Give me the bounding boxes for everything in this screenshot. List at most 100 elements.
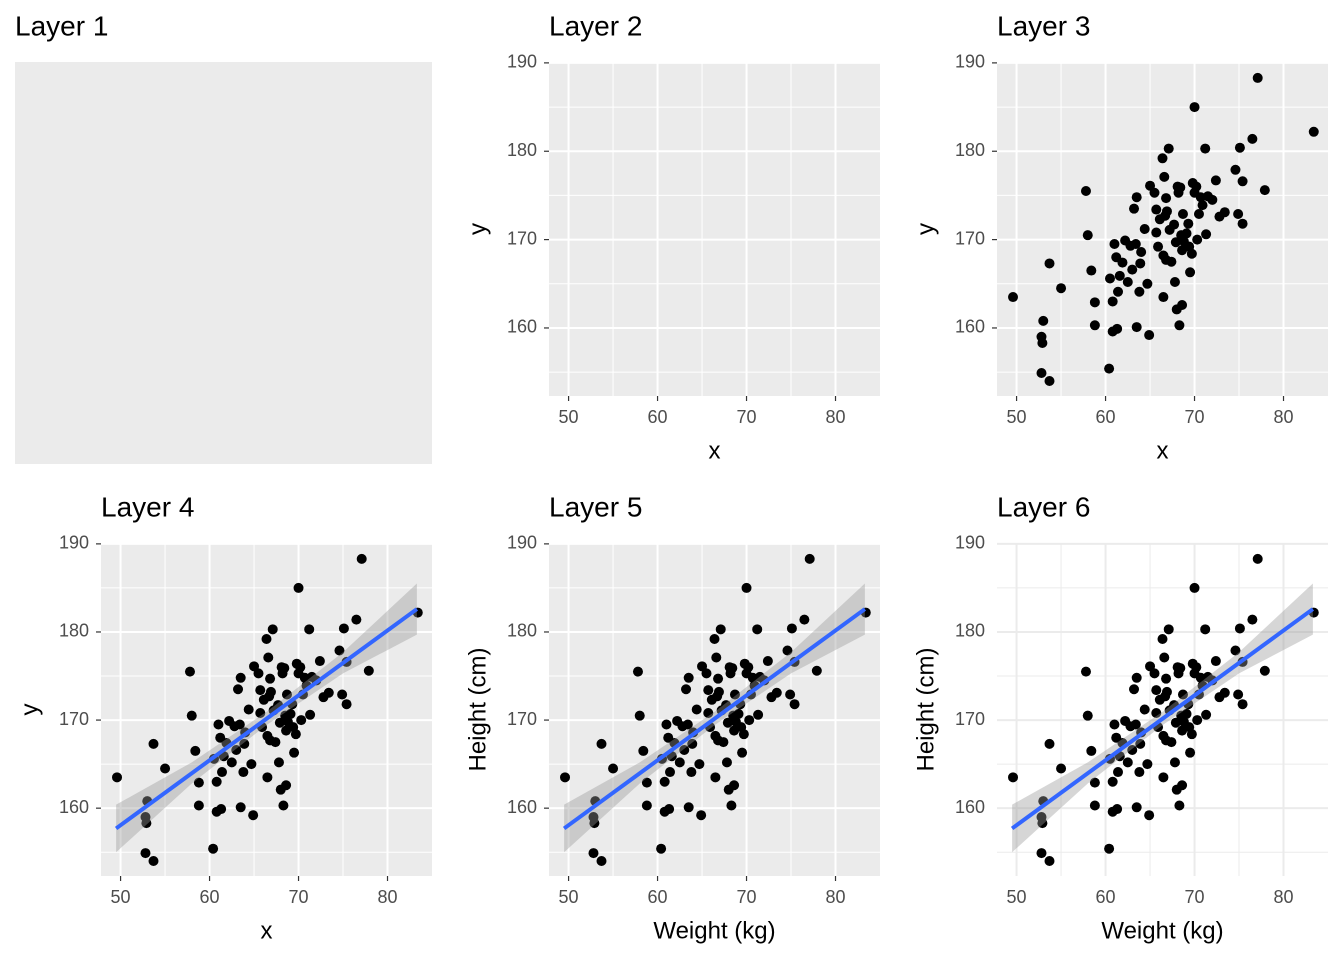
point <box>1233 208 1244 219</box>
point <box>762 656 773 667</box>
point <box>1127 745 1138 756</box>
point <box>588 848 599 859</box>
point <box>1158 772 1169 783</box>
point <box>1158 292 1169 303</box>
point <box>696 810 707 821</box>
point <box>1247 614 1258 625</box>
point <box>1170 237 1181 248</box>
point <box>263 652 274 663</box>
point <box>608 763 619 774</box>
y-tick-label: 170 <box>59 709 89 729</box>
point <box>596 738 607 749</box>
panel-group: Layer 5 50 60 70 80 160 170 180 190 Weight (kg) He… <box>464 491 880 944</box>
point <box>687 738 698 749</box>
fit-line <box>114 607 419 831</box>
point <box>589 818 600 829</box>
point <box>285 708 296 719</box>
point <box>1056 283 1067 294</box>
point <box>226 757 237 768</box>
x-tick-label: 50 <box>559 407 579 427</box>
y-tick-label: 170 <box>955 228 985 248</box>
point <box>1159 171 1170 182</box>
point <box>1135 258 1146 269</box>
point <box>715 624 726 635</box>
point <box>1161 193 1172 204</box>
point <box>1131 322 1142 333</box>
point <box>1131 802 1142 813</box>
x-tick-label: 80 <box>1273 887 1293 907</box>
panel-group: Layer 4 50 60 70 80 160 170 180 190 x y <box>16 491 432 944</box>
point <box>785 689 796 700</box>
point <box>1210 656 1221 667</box>
y-tick-label: 170 <box>507 709 537 729</box>
x-tick-label: 50 <box>1007 887 1027 907</box>
y-axis-title: Height (cm) <box>464 647 491 771</box>
point <box>1174 800 1185 811</box>
point <box>261 634 272 645</box>
point <box>681 684 692 695</box>
point <box>722 717 733 728</box>
point <box>1113 767 1124 778</box>
point <box>1157 634 1168 645</box>
point <box>1191 662 1202 673</box>
point <box>1234 142 1245 153</box>
point <box>1037 337 1048 348</box>
panel-background <box>997 62 1328 396</box>
point <box>694 759 705 770</box>
point <box>1230 645 1241 656</box>
point <box>255 708 266 719</box>
panel-group: Layer 1 <box>15 10 432 464</box>
point <box>1233 689 1244 700</box>
point <box>1114 270 1125 281</box>
point <box>1237 218 1248 229</box>
point <box>789 699 800 710</box>
x-tick-label: 70 <box>737 887 757 907</box>
point <box>239 738 250 749</box>
point <box>799 614 810 625</box>
point <box>1185 747 1196 758</box>
x-tick-label: 60 <box>1096 887 1116 907</box>
point <box>186 710 197 721</box>
y-axis-title: y <box>464 223 491 235</box>
point <box>701 668 712 679</box>
point <box>243 704 254 715</box>
point <box>184 666 195 677</box>
point <box>193 777 204 788</box>
point <box>1139 704 1150 715</box>
point <box>1082 230 1093 241</box>
point <box>213 719 224 730</box>
point <box>1166 256 1177 267</box>
y-tick-label: 180 <box>59 621 89 641</box>
panel-background <box>101 543 432 876</box>
point <box>804 553 815 564</box>
point <box>265 673 276 684</box>
point <box>1089 297 1100 308</box>
point <box>235 802 246 813</box>
point <box>713 686 724 697</box>
point <box>1151 204 1162 215</box>
point <box>753 709 764 720</box>
point <box>1080 666 1091 677</box>
point <box>1237 699 1248 710</box>
point <box>811 665 822 676</box>
point <box>738 729 749 740</box>
y-tick-label: 190 <box>955 52 985 72</box>
point <box>1259 185 1270 196</box>
x-tick-label: 70 <box>737 407 757 427</box>
fit-line <box>562 607 867 831</box>
panel-title: Layer 2 <box>549 10 642 41</box>
point <box>1175 182 1186 193</box>
point <box>1130 719 1141 730</box>
point <box>1109 239 1120 250</box>
point <box>1129 684 1140 695</box>
point <box>1177 208 1188 219</box>
x-tick-label: 70 <box>1185 887 1205 907</box>
point <box>727 663 738 674</box>
panel-title: Layer 4 <box>101 491 194 522</box>
point <box>1151 708 1162 719</box>
point <box>1129 203 1140 214</box>
point <box>703 708 714 719</box>
y-tick-label: 180 <box>955 621 985 641</box>
point <box>721 757 732 768</box>
point <box>305 709 316 720</box>
